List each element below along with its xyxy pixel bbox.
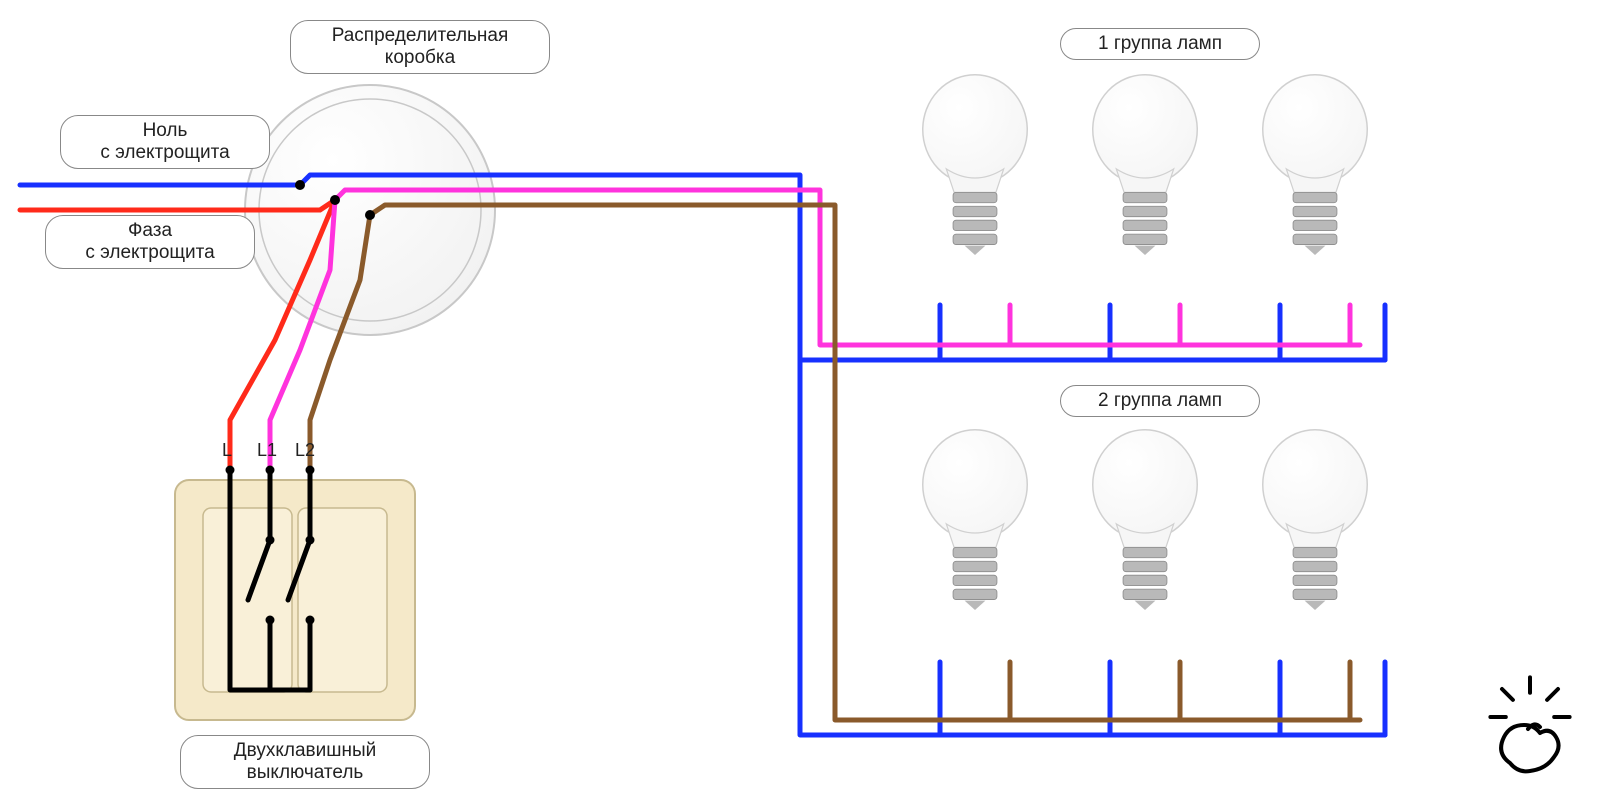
idea-icon [1490, 677, 1569, 771]
junction-dot-1 [330, 195, 340, 205]
switch-node-5 [266, 616, 275, 625]
wire-l2-group2 [370, 205, 1360, 720]
bulb-group2-3 [1263, 430, 1368, 610]
label-neutral-in: Нольс электрощита [60, 115, 270, 169]
bulb-group1-2 [1093, 75, 1198, 255]
bulb-group1-1 [923, 75, 1028, 255]
switch-node-6 [306, 616, 315, 625]
switch-node-3 [266, 536, 275, 545]
bulb-group2-1 [923, 430, 1028, 610]
terminal-L1: L1 [257, 440, 277, 461]
wiring-diagram: Распределительнаякоробка Нольс электрощи… [0, 0, 1600, 800]
label-junction-box: Распределительнаякоробка [290, 20, 550, 74]
junction-dot-0 [295, 180, 305, 190]
switch-node-2 [306, 466, 315, 475]
label-group1: 1 группа ламп [1060, 28, 1260, 60]
terminal-L2: L2 [295, 440, 315, 461]
junction-dot-2 [365, 210, 375, 220]
bulb-group2-2 [1093, 430, 1198, 610]
switch-node-0 [226, 466, 235, 475]
label-group2: 2 группа ламп [1060, 385, 1260, 417]
bulb-group1-3 [1263, 75, 1368, 255]
switch-node-1 [266, 466, 275, 475]
terminal-L: L [222, 440, 232, 461]
label-phase-in: Фазас электрощита [45, 215, 255, 269]
label-switch: Двухклавишныйвыключатель [180, 735, 430, 789]
switch-node-4 [306, 536, 315, 545]
